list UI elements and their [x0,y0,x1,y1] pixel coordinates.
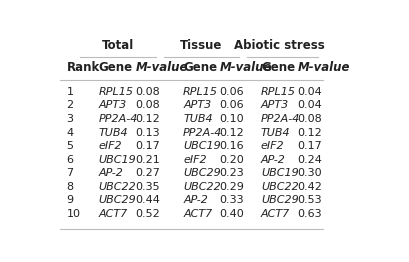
Text: TUB4: TUB4 [183,114,212,124]
Text: Gene: Gene [98,61,132,74]
Text: AP-2: AP-2 [98,168,123,178]
Text: 0.06: 0.06 [219,87,244,97]
Text: Gene: Gene [183,61,217,74]
Text: M-value: M-value [297,61,349,74]
Text: 0.16: 0.16 [219,141,244,151]
Text: UBC22: UBC22 [98,182,136,192]
Text: 0.12: 0.12 [297,128,321,138]
Text: 0.27: 0.27 [135,168,160,178]
Text: 0.17: 0.17 [135,141,160,151]
Text: 4: 4 [66,128,74,138]
Text: 1: 1 [66,87,73,97]
Text: 5: 5 [66,141,73,151]
Text: UBC29: UBC29 [183,168,220,178]
Text: 0.24: 0.24 [297,155,321,165]
Text: 0.53: 0.53 [297,195,321,205]
Text: Abiotic stress: Abiotic stress [234,39,324,52]
Text: 0.63: 0.63 [297,209,321,219]
Text: UBC22: UBC22 [183,182,220,192]
Text: Total: Total [101,39,134,52]
Text: AP-2: AP-2 [183,195,207,205]
Text: ACT7: ACT7 [98,209,127,219]
Text: UBC29: UBC29 [261,195,298,205]
Text: 2: 2 [66,101,74,111]
Text: 3: 3 [66,114,73,124]
Text: 0.12: 0.12 [135,114,160,124]
Text: 0.30: 0.30 [297,168,321,178]
Text: 0.20: 0.20 [219,155,244,165]
Text: UBC19: UBC19 [98,155,136,165]
Text: UBC22: UBC22 [261,182,298,192]
Text: APT3: APT3 [261,101,288,111]
Text: 0.10: 0.10 [219,114,244,124]
Text: PP2A-4: PP2A-4 [261,114,300,124]
Text: APT3: APT3 [98,101,126,111]
Text: AP-2: AP-2 [261,155,285,165]
Text: APT3: APT3 [183,101,211,111]
Text: 0.23: 0.23 [219,168,244,178]
Text: 0.35: 0.35 [135,182,160,192]
Text: 0.06: 0.06 [219,101,244,111]
Text: Rank: Rank [66,61,99,74]
Text: 0.17: 0.17 [297,141,321,151]
Text: ACT7: ACT7 [183,209,212,219]
Text: 8: 8 [66,182,74,192]
Text: 0.04: 0.04 [297,87,321,97]
Text: Gene: Gene [261,61,294,74]
Text: 6: 6 [66,155,73,165]
Text: 7: 7 [66,168,74,178]
Text: 0.08: 0.08 [135,101,160,111]
Text: 0.52: 0.52 [135,209,160,219]
Text: 0.29: 0.29 [219,182,244,192]
Text: ACT7: ACT7 [261,209,290,219]
Text: TUB4: TUB4 [261,128,290,138]
Text: PP2A-4: PP2A-4 [183,128,222,138]
Text: RPL15: RPL15 [98,87,133,97]
Text: TUB4: TUB4 [98,128,128,138]
Text: M-value: M-value [135,61,187,74]
Text: RPL15: RPL15 [183,87,218,97]
Text: 0.08: 0.08 [297,114,321,124]
Text: 0.21: 0.21 [135,155,160,165]
Text: 0.08: 0.08 [135,87,160,97]
Text: Tissue: Tissue [180,39,222,52]
Text: 0.04: 0.04 [297,101,321,111]
Text: 0.12: 0.12 [219,128,244,138]
Text: 10: 10 [66,209,80,219]
Text: PP2A-4: PP2A-4 [98,114,137,124]
Text: 0.40: 0.40 [219,209,244,219]
Text: M-value: M-value [219,61,272,74]
Text: RPL15: RPL15 [261,87,295,97]
Text: 0.42: 0.42 [297,182,321,192]
Text: eIF2: eIF2 [183,155,206,165]
Text: 9: 9 [66,195,74,205]
Text: eIF2: eIF2 [261,141,284,151]
Text: UBC19: UBC19 [183,141,220,151]
Text: 0.13: 0.13 [135,128,160,138]
Text: 0.33: 0.33 [219,195,244,205]
Text: eIF2: eIF2 [98,141,121,151]
Text: UBC19: UBC19 [261,168,298,178]
Text: UBC29: UBC29 [98,195,136,205]
Text: 0.44: 0.44 [135,195,160,205]
